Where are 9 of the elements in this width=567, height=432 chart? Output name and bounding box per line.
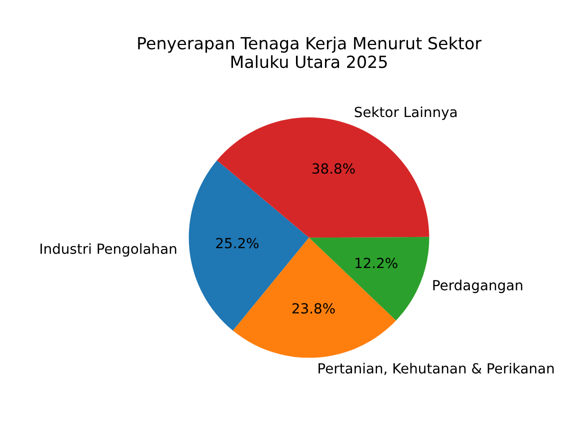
chart-title: Penyerapan Tenaga Kerja Menurut Sektor Maluku Utara 2025 [138, 36, 482, 68]
data-label: 25.2% [216, 238, 258, 248]
slice-label: Sektor Lainnya [354, 106, 457, 120]
data-label: 23.8% [292, 303, 335, 314]
data-label: 12.2% [356, 258, 398, 268]
slice-label: Pertanian, Kehutanan & Perikanan [318, 362, 554, 376]
slice-label: Perdagangan [433, 280, 522, 294]
slice-label: Industri Pengolahan [40, 243, 176, 257]
data-label: 38.8% [312, 163, 355, 174]
